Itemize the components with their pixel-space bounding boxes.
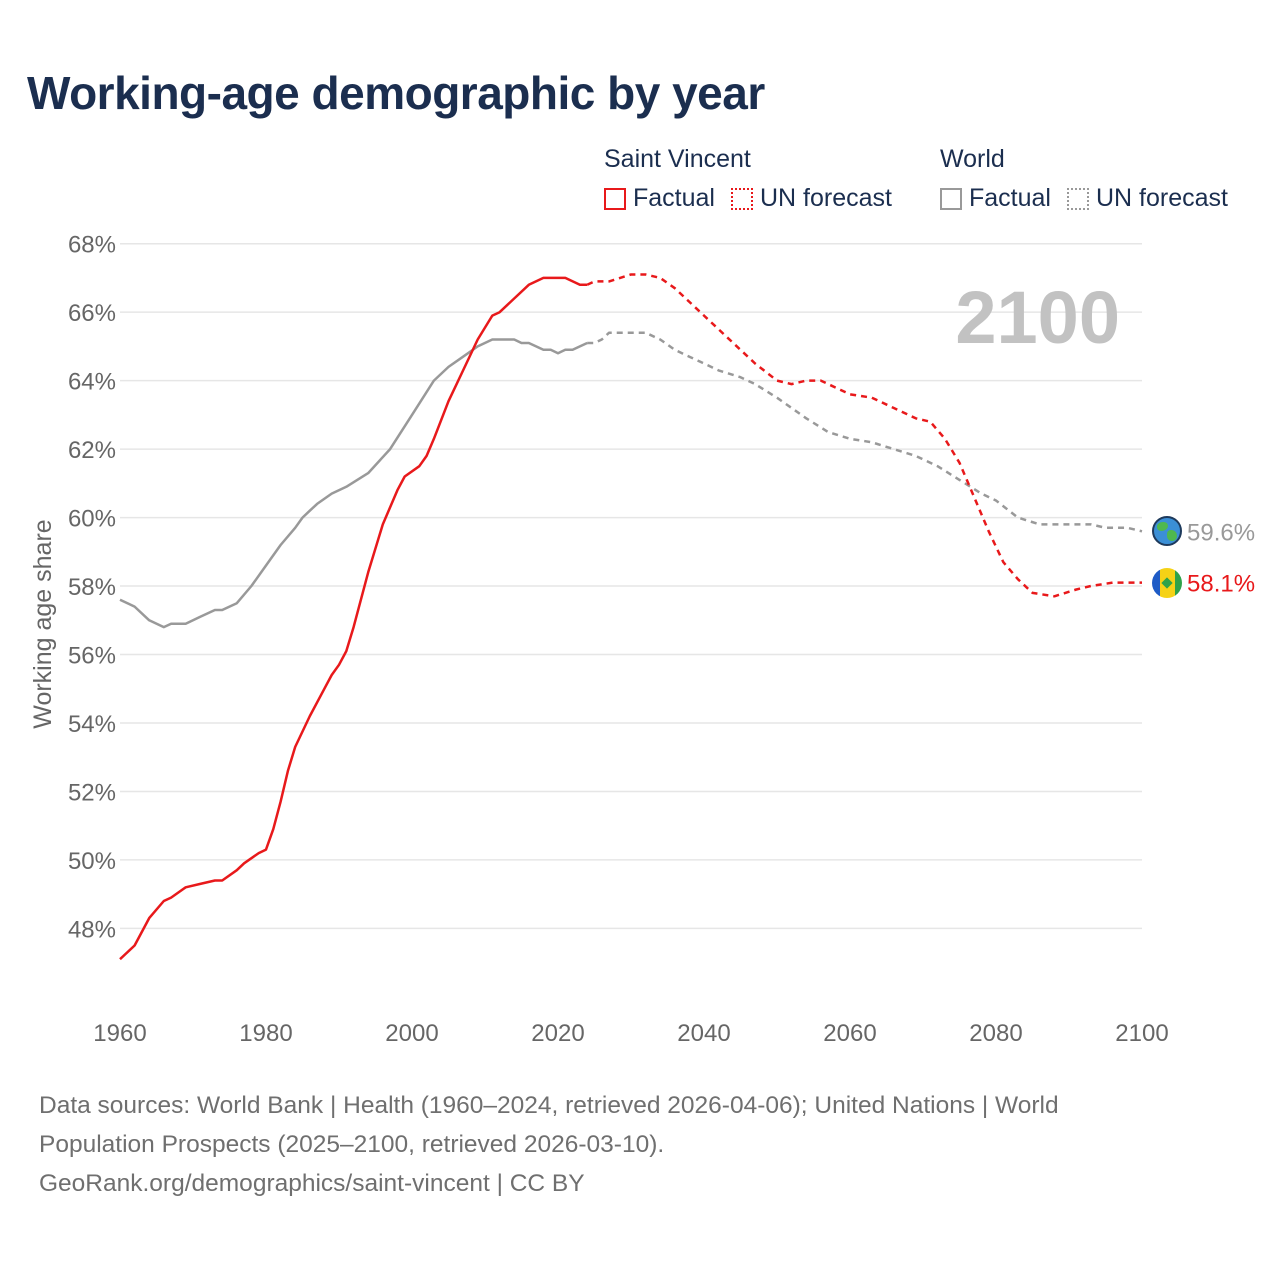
x-tick-label: 2040 <box>677 1020 730 1047</box>
globe-icon <box>1152 516 1182 547</box>
footer-line: Data sources: World Bank | Health (1960–… <box>39 1092 1059 1119</box>
end-label-world: 59.6% <box>1187 519 1255 546</box>
y-tick-label: 56% <box>68 643 116 670</box>
gridlines <box>120 242 1142 930</box>
legend-group-saint-vincent: Saint Vincent Factual UN forecast <box>604 143 908 213</box>
chart-title: Working-age demographic by year <box>27 67 765 119</box>
source-footer: Data sources: World Bank | Health (1960–… <box>39 1086 1239 1203</box>
y-axis-label: Working age share <box>29 519 57 728</box>
footer-line: GeoRank.org/demographics/saint-vincent |… <box>39 1170 585 1197</box>
y-tick-label: 64% <box>68 369 116 396</box>
legend-swatch-solid-gray <box>940 187 962 210</box>
axes: 48% 50% 52% 54% 56% 58% 60% 62% 64% 66% 68% 1960 198… <box>29 232 1169 1047</box>
y-tick-label: 50% <box>68 848 116 875</box>
legend-item-world-forecast[interactable]: UN forecast <box>1066 184 1228 213</box>
legend-item-label: Factual <box>969 184 1051 212</box>
x-tick-label: 1980 <box>239 1020 292 1047</box>
footer-line: Population Prospects (2025–2100, retriev… <box>39 1131 665 1158</box>
saint-vincent-flag-icon <box>1152 567 1182 598</box>
end-labels: 59.6% 58.1% <box>1187 519 1255 597</box>
y-tick-label: 62% <box>68 437 116 464</box>
series <box>119 273 1143 961</box>
x-tick-label: 2100 <box>1115 1020 1168 1047</box>
x-tick-label: 2080 <box>969 1020 1022 1047</box>
y-tick-label: 48% <box>68 916 116 943</box>
legend-item-label: UN forecast <box>759 184 892 212</box>
year-watermark: 2100 <box>955 276 1120 359</box>
series-line-saint-vincent-factual <box>119 276 588 961</box>
legend-item-label: Factual <box>633 184 715 212</box>
legend-item-saint-vincent-factual[interactable]: Factual <box>604 184 715 213</box>
y-tick-label: 68% <box>68 232 116 259</box>
series-line-world-factual <box>119 338 588 629</box>
x-tick-label: 2020 <box>531 1020 584 1047</box>
x-tick-label: 2060 <box>823 1020 876 1047</box>
legend-item-saint-vincent-forecast[interactable]: UN forecast <box>730 184 892 213</box>
legend-item-world-factual[interactable]: Factual <box>940 184 1051 213</box>
legend-group-title: World <box>940 145 1005 173</box>
legend-swatch-dotted-red <box>730 187 753 210</box>
y-tick-label: 60% <box>68 506 116 533</box>
legend-swatch-solid-red <box>604 187 626 210</box>
y-tick-label: 66% <box>68 300 116 327</box>
x-tick-label: 2000 <box>385 1020 438 1047</box>
legend-group-title: Saint Vincent <box>604 145 751 173</box>
x-tick-label: 1960 <box>93 1020 146 1047</box>
legend-item-label: UN forecast <box>1095 184 1228 212</box>
y-tick-label: 58% <box>68 574 116 601</box>
end-label-saint-vincent: 58.1% <box>1187 571 1255 598</box>
legend-group-world: World Factual UN forecast <box>940 143 1228 213</box>
y-tick-label: 52% <box>68 779 116 806</box>
legend-swatch-dotted-gray <box>1066 187 1089 210</box>
line-chart: 48% 50% 52% 54% 56% 58% 60% 62% 64% 66% 68% 1960 198… <box>29 232 1255 1047</box>
y-tick-label: 54% <box>68 711 116 738</box>
series-line-world-forecast <box>587 331 1143 533</box>
